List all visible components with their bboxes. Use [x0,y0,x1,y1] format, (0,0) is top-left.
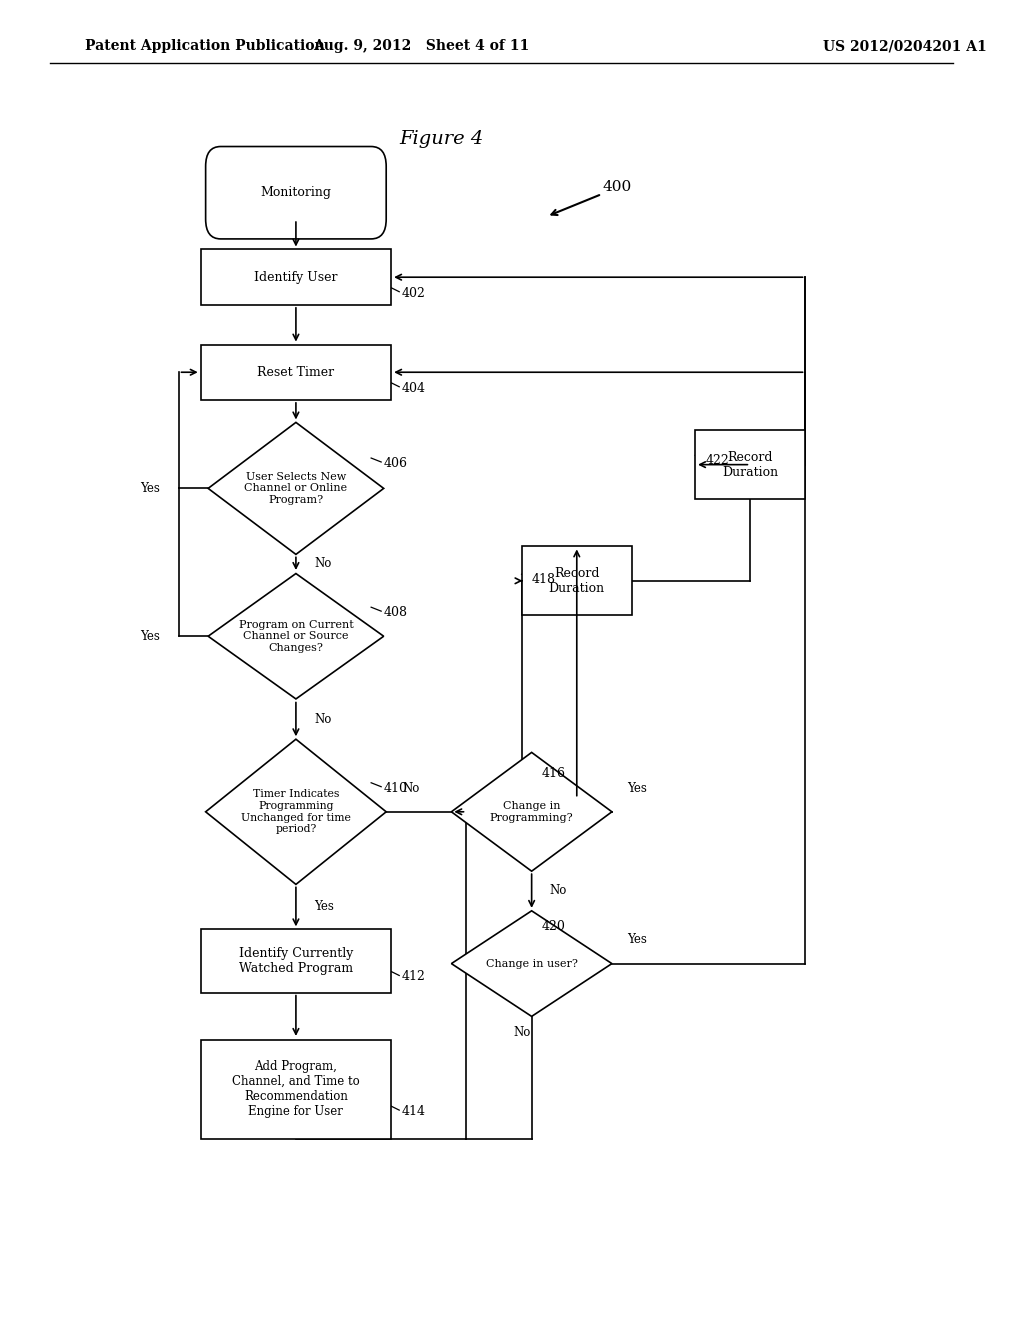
Text: Figure 4: Figure 4 [399,129,483,148]
Text: No: No [513,1026,530,1039]
Text: Yes: Yes [140,630,161,643]
Text: Program on Current
Channel or Source
Changes?: Program on Current Channel or Source Cha… [239,619,353,653]
Text: 420: 420 [542,920,565,933]
FancyBboxPatch shape [206,147,386,239]
Bar [201,345,391,400]
Text: Change in
Programming?: Change in Programming? [489,801,573,822]
Text: Timer Indicates
Programming
Unchanged for time
period?: Timer Indicates Programming Unchanged fo… [241,789,351,834]
Text: Yes: Yes [627,781,647,795]
Text: Reset Timer: Reset Timer [257,366,335,379]
Text: 422: 422 [706,454,729,467]
Text: 416: 416 [542,767,565,780]
Bar [521,546,632,615]
Text: User Selects New
Channel or Online
Program?: User Selects New Channel or Online Progr… [245,471,347,506]
Polygon shape [208,573,384,700]
Text: Change in user?: Change in user? [485,958,578,969]
Text: Yes: Yes [627,933,647,946]
Text: 406: 406 [383,457,408,470]
Text: No: No [402,781,420,795]
Text: Patent Application Publication: Patent Application Publication [85,40,325,53]
Bar [201,1040,391,1138]
Polygon shape [208,422,384,554]
Text: US 2012/0204201 A1: US 2012/0204201 A1 [822,40,986,53]
Text: 412: 412 [401,970,425,983]
Polygon shape [452,911,612,1016]
Text: 410: 410 [383,781,408,795]
Text: No: No [550,884,567,898]
Text: 418: 418 [531,573,556,586]
Text: 414: 414 [401,1105,425,1118]
Text: Record
Duration: Record Duration [549,566,605,595]
Text: No: No [314,713,332,726]
Text: Identify Currently
Watched Program: Identify Currently Watched Program [239,946,353,975]
Polygon shape [452,752,612,871]
Text: 402: 402 [401,286,425,300]
Text: Add Program,
Channel, and Time to
Recommendation
Engine for User: Add Program, Channel, and Time to Recomm… [232,1060,359,1118]
Bar [201,249,391,305]
Polygon shape [206,739,386,884]
Text: No: No [314,557,332,570]
Text: Yes: Yes [314,900,334,913]
Text: Monitoring: Monitoring [260,186,332,199]
Bar [201,929,391,993]
Text: 400: 400 [602,181,632,194]
Text: Yes: Yes [140,482,161,495]
Text: Record
Duration: Record Duration [722,450,778,479]
Bar [695,430,806,499]
Text: 404: 404 [401,381,425,395]
Text: Identify User: Identify User [254,271,338,284]
Text: Aug. 9, 2012   Sheet 4 of 11: Aug. 9, 2012 Sheet 4 of 11 [313,40,529,53]
Text: 408: 408 [383,606,408,619]
